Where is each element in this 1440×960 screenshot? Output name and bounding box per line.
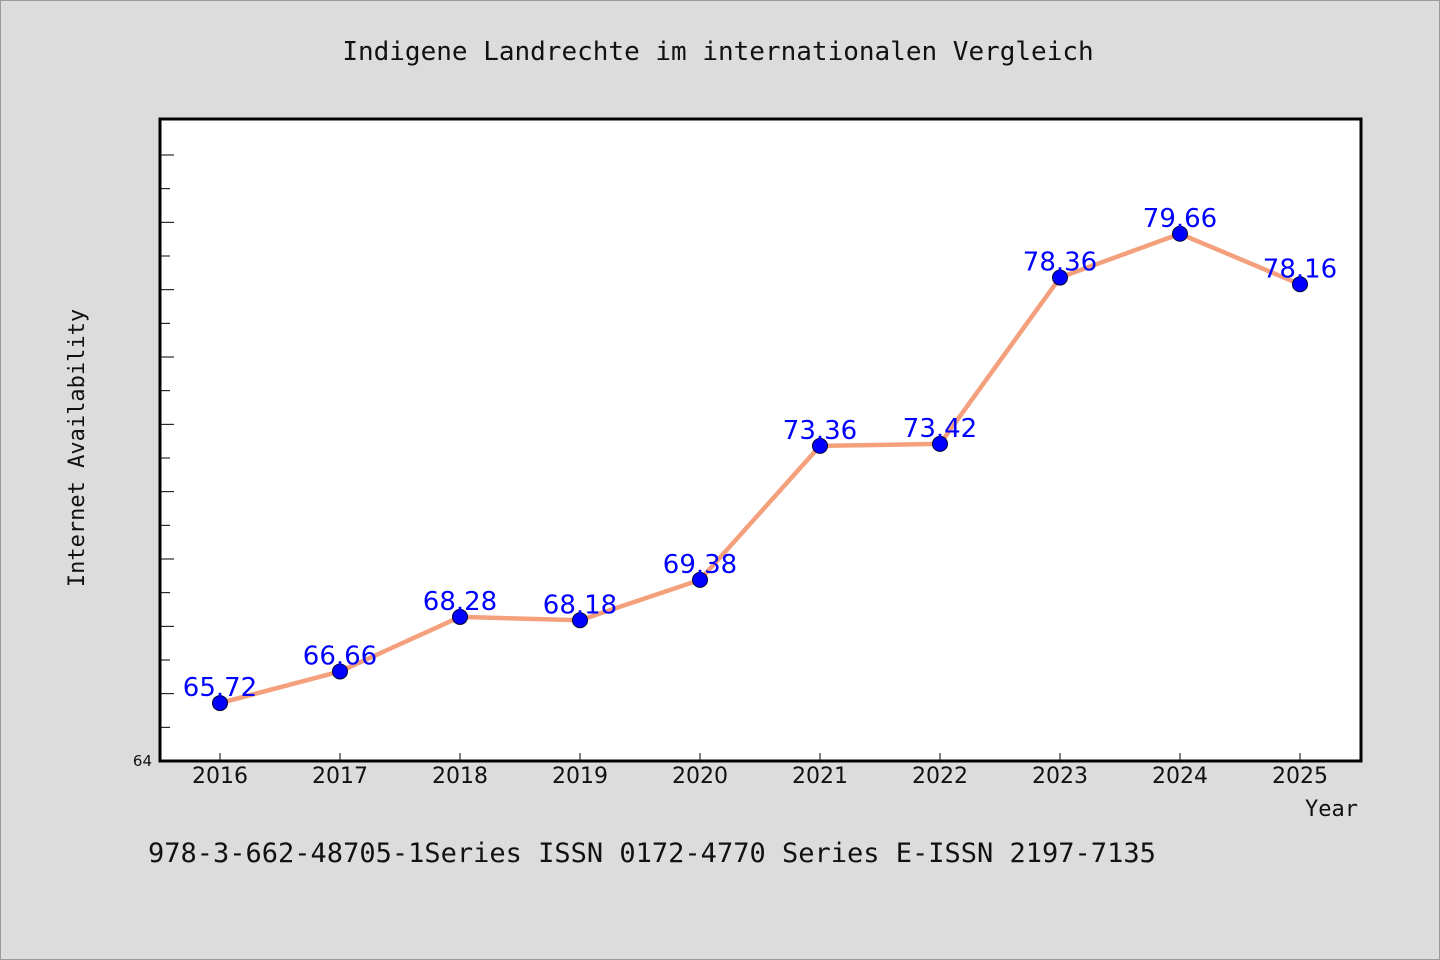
data-label: 68.18 — [543, 590, 617, 620]
data-point — [1292, 276, 1308, 293]
x-tick-label: 2023 — [1032, 764, 1088, 789]
plot-area — [158, 117, 1363, 763]
x-tick-label: 2016 — [192, 764, 248, 789]
data-point — [812, 437, 828, 454]
data-point — [932, 435, 948, 452]
data-label: 66.66 — [303, 641, 377, 671]
data-point — [212, 695, 228, 712]
data-label: 68.28 — [423, 587, 497, 617]
x-tick-label: 2021 — [792, 764, 848, 789]
y-axis-min-label: 64 — [133, 752, 152, 770]
y-axis-ticks — [160, 154, 174, 728]
x-tick-label: 2018 — [432, 764, 488, 789]
data-labels: 65.72 66.66 68.28 68.18 69.38 73.36 73.42 78.36… — [183, 204, 1337, 703]
series-line — [217, 231, 1303, 706]
data-label: 73.42 — [903, 414, 977, 444]
data-label: 73.36 — [783, 416, 857, 446]
chart-title: Indigene Landrechte im internationalen V… — [342, 37, 1093, 67]
data-label: 78.16 — [1263, 254, 1337, 284]
x-tick-label: 2017 — [312, 764, 368, 789]
data-point — [1172, 225, 1188, 242]
series-line-group — [217, 231, 1303, 706]
data-points — [212, 225, 1308, 712]
x-tick-label: 2019 — [552, 764, 608, 789]
footer-isbn-text: 978-3-662-48705-1Series ISSN 0172-4770 S… — [148, 838, 1156, 869]
data-point — [572, 612, 588, 629]
x-tick-label: 2025 — [1272, 764, 1328, 789]
x-axis-tick-labels: 2016 2017 2018 2019 2020 2021 2022 2023 2024 2025 — [192, 764, 1328, 789]
y-axis-title: Internet Availability — [65, 309, 90, 587]
data-point — [452, 608, 468, 625]
data-label: 78.36 — [1023, 248, 1097, 278]
data-point — [332, 663, 348, 680]
data-label: 65.72 — [183, 673, 257, 703]
x-tick-label: 2024 — [1152, 764, 1208, 789]
x-axis-ticks — [219, 753, 1301, 761]
data-label: 69.38 — [663, 550, 737, 580]
x-tick-label: 2022 — [912, 764, 968, 789]
data-point — [692, 571, 708, 588]
data-label: 79.66 — [1143, 204, 1217, 234]
data-point — [1052, 269, 1068, 286]
x-axis-title: Year — [1305, 797, 1358, 822]
x-tick-label: 2020 — [672, 764, 728, 789]
